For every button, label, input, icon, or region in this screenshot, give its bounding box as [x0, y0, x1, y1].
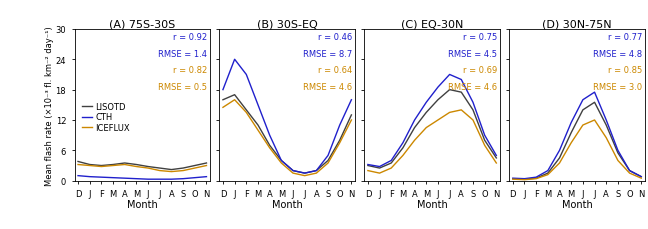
Text: r = 0.69: r = 0.69 [463, 66, 497, 75]
Text: r = 0.64: r = 0.64 [318, 66, 353, 75]
Text: r = 0.46: r = 0.46 [318, 33, 353, 42]
Title: (B) 30S-EQ: (B) 30S-EQ [257, 19, 318, 29]
Text: RMSE = 0.5: RMSE = 0.5 [158, 83, 207, 92]
Title: (A) 75S-30S: (A) 75S-30S [109, 19, 176, 29]
Text: r = 0.82: r = 0.82 [173, 66, 207, 75]
Text: RMSE = 8.7: RMSE = 8.7 [303, 49, 353, 58]
Y-axis label: Mean flash rate (×10⁻³ fl. km⁻² day⁻¹): Mean flash rate (×10⁻³ fl. km⁻² day⁻¹) [45, 26, 54, 185]
Text: RMSE = 3.0: RMSE = 3.0 [593, 83, 642, 92]
Text: RMSE = 1.4: RMSE = 1.4 [158, 49, 207, 58]
Text: RMSE = 4.8: RMSE = 4.8 [593, 49, 642, 58]
Text: r = 0.85: r = 0.85 [608, 66, 642, 75]
X-axis label: Month: Month [272, 199, 303, 210]
X-axis label: Month: Month [127, 199, 157, 210]
X-axis label: Month: Month [417, 199, 448, 210]
Text: RMSE = 4.6: RMSE = 4.6 [448, 83, 497, 92]
Text: r = 0.77: r = 0.77 [608, 33, 642, 42]
Text: RMSE = 4.6: RMSE = 4.6 [303, 83, 353, 92]
Text: r = 0.92: r = 0.92 [173, 33, 207, 42]
Text: RMSE = 4.5: RMSE = 4.5 [448, 49, 497, 58]
Title: (D) 30N-75N: (D) 30N-75N [542, 19, 612, 29]
Text: r = 0.75: r = 0.75 [463, 33, 497, 42]
Legend: LISOTD, CTH, ICEFLUX: LISOTD, CTH, ICEFLUX [80, 101, 132, 134]
Title: (C) EQ-30N: (C) EQ-30N [401, 19, 463, 29]
X-axis label: Month: Month [562, 199, 592, 210]
